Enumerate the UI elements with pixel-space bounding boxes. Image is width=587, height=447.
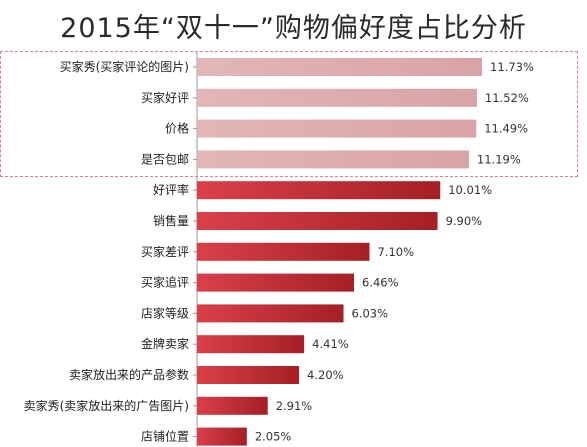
category-label: 好评率 <box>153 182 189 197</box>
value-label: 7.10% <box>378 245 415 259</box>
value-label: 6.03% <box>352 306 389 320</box>
category-label: 卖家放出来的产品参数 <box>69 367 189 382</box>
bar <box>197 304 344 323</box>
bar <box>197 366 300 384</box>
category-label: 价格 <box>165 121 189 136</box>
value-label: 10.01% <box>448 183 492 197</box>
category-label: 买家差评 <box>141 244 189 259</box>
category-label: 金牌卖家 <box>141 336 189 351</box>
category-label: 是否包邮 <box>141 152 189 166</box>
bar <box>197 119 477 138</box>
value-label: 4.41% <box>312 337 349 351</box>
category-label: 买家秀(买家评论的图片) <box>60 59 189 74</box>
value-label: 11.49% <box>484 122 528 136</box>
bar <box>197 427 247 446</box>
chart-title: 2015年“双十一”购物偏好度占比分析 <box>60 13 527 44</box>
bar <box>197 242 370 261</box>
category-label: 买家好评 <box>141 90 189 105</box>
category-label: 店铺位置 <box>141 429 189 444</box>
bar <box>197 88 477 107</box>
bar <box>197 396 268 415</box>
category-label: 卖家秀(卖家放出来的广告图片) <box>24 398 189 413</box>
value-label: 9.90% <box>446 214 483 228</box>
bar <box>197 335 305 354</box>
value-label: 2.05% <box>255 430 292 444</box>
bar <box>197 150 469 169</box>
category-label: 店家等级 <box>141 305 189 320</box>
value-label: 11.73% <box>490 60 534 74</box>
top-four-highlight-box <box>0 51 578 177</box>
value-label: 4.20% <box>307 368 344 382</box>
bar <box>197 58 483 76</box>
bar <box>197 273 354 292</box>
category-label: 买家追评 <box>141 275 189 290</box>
value-label: 11.19% <box>477 152 521 166</box>
bar <box>197 212 438 230</box>
category-label: 销售量 <box>153 213 189 228</box>
bar <box>197 181 441 200</box>
value-label: 2.91% <box>276 399 313 413</box>
value-label: 11.52% <box>485 91 529 105</box>
value-label: 6.46% <box>362 276 399 290</box>
